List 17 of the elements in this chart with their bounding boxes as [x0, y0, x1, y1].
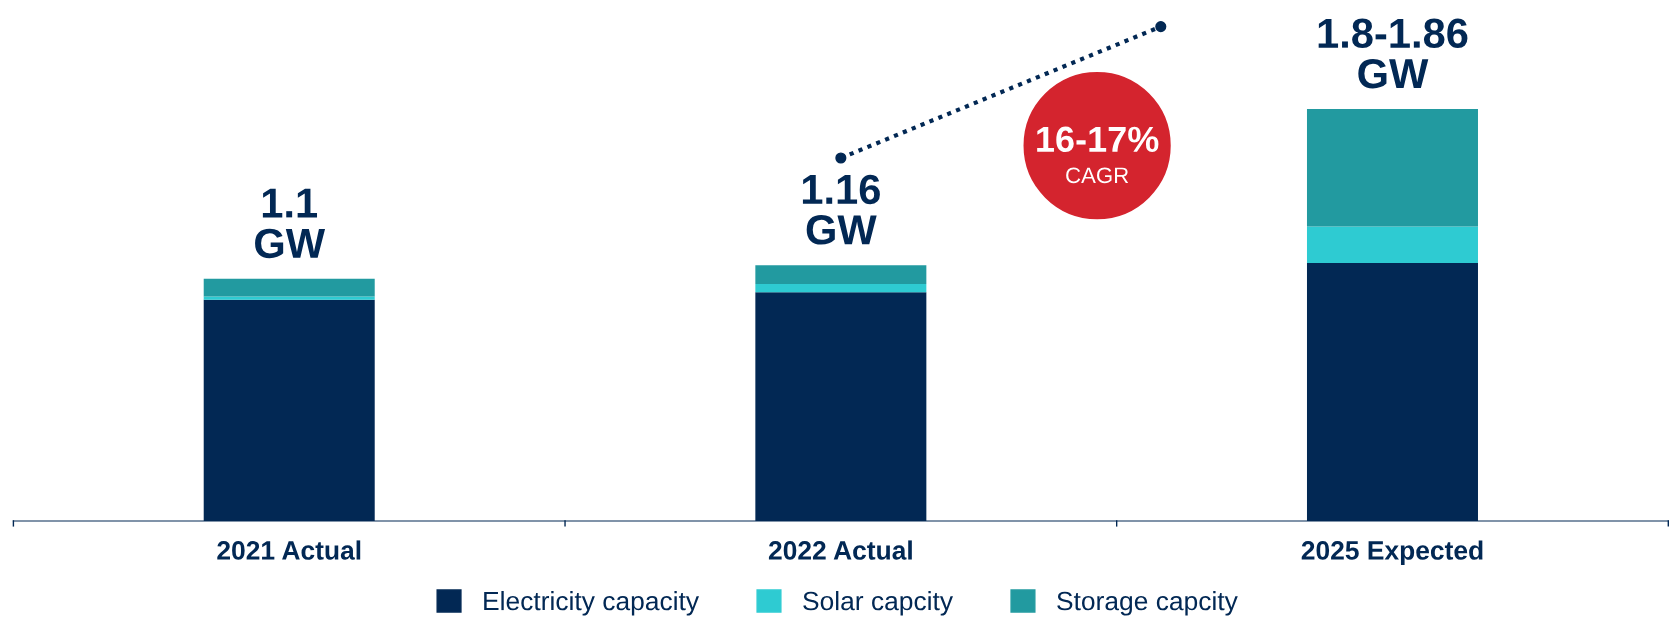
- text: 1.8-1.86 GW: [1318, 18, 1468, 89]
- annotation: 1.1 GW: [255, 188, 326, 259]
- bar: [203, 278, 375, 297]
- x-tick-label: 2022 Actual: [768, 540, 912, 560]
- bar: [1306, 109, 1478, 227]
- annotation: 16-17%: [1037, 126, 1159, 153]
- legend-label: Electricity capacity: [484, 590, 700, 616]
- x-tick-label: 2025 Expected: [1301, 540, 1483, 565]
- annotation: CAGR: [1066, 167, 1129, 184]
- bar: [755, 265, 927, 285]
- bar: [1306, 226, 1478, 264]
- x-tick-label: 2021 Actual: [217, 540, 361, 560]
- legend-label: Storage capcity: [1057, 590, 1238, 616]
- annotation: 1.16 GW: [802, 174, 880, 245]
- bar: [755, 284, 927, 293]
- legend-label: Solar capcity: [803, 590, 953, 616]
- bar: [203, 296, 375, 300]
